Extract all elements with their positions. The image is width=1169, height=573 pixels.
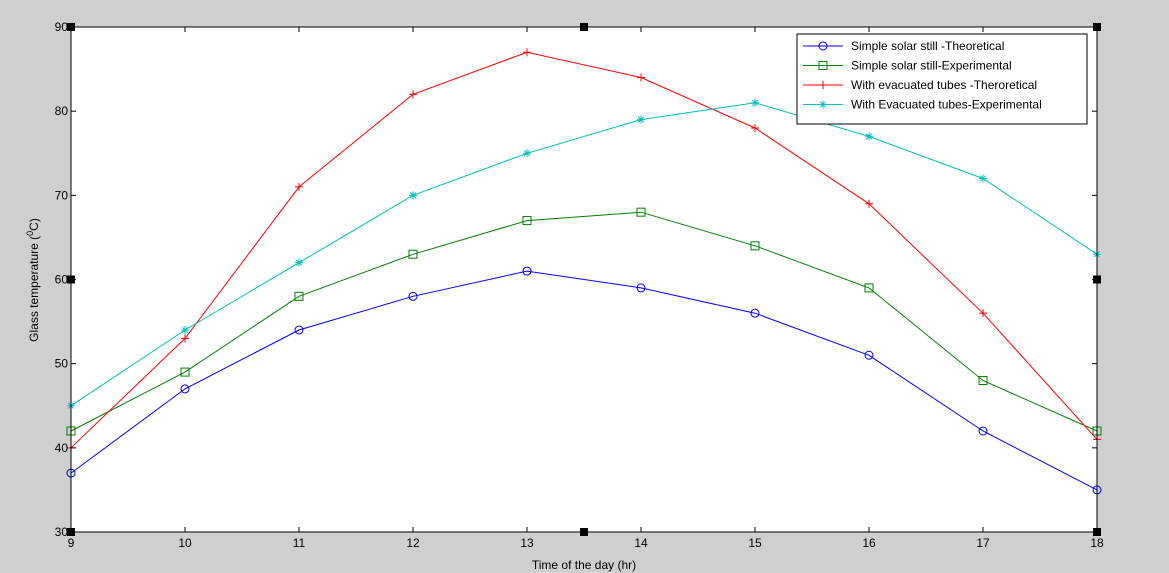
x-tick-label: 11 — [293, 536, 306, 550]
selection-handle[interactable] — [1093, 275, 1101, 284]
data-point — [751, 124, 759, 132]
data-point — [978, 376, 988, 385]
selection-handle[interactable] — [67, 275, 75, 284]
data-point — [865, 199, 873, 208]
selection-handle[interactable] — [1093, 528, 1101, 536]
legend-label: Simple solar still -Theoretical — [851, 39, 1004, 53]
x-tick-label: 15 — [748, 536, 762, 550]
legend-marker — [819, 81, 827, 89]
selection-handle[interactable] — [580, 23, 588, 31]
y-tick-label: 40 — [55, 441, 69, 455]
selection-handle[interactable] — [67, 528, 75, 536]
x-tick-label: 16 — [862, 536, 876, 550]
series-line — [70, 211, 1098, 432]
selection-handles — [67, 23, 1101, 536]
legend-entry: With Evacuated tubes-Experimental — [803, 98, 1042, 112]
series-line — [70, 270, 1098, 491]
data-point — [523, 149, 531, 158]
data-point — [637, 73, 645, 82]
data-point — [864, 283, 874, 293]
x-tick-label: 13 — [520, 536, 534, 550]
data-point — [523, 48, 531, 57]
legend-box — [796, 33, 1088, 125]
data-point — [522, 216, 532, 226]
legend-entries: Simple solar still -Theoretical Simple so… — [803, 39, 1042, 112]
data-point — [636, 207, 646, 217]
data-point — [865, 132, 873, 141]
data-point — [979, 174, 987, 183]
data-point — [180, 384, 190, 394]
y-tick-label: 90 — [55, 20, 69, 34]
data-point — [408, 291, 418, 301]
y-tick-label: 60 — [55, 273, 69, 287]
legend-marker — [819, 100, 827, 109]
legend-label: With Evacuated tubes-Experimental — [851, 98, 1042, 112]
selection-handle[interactable] — [580, 528, 588, 536]
data-point — [181, 334, 189, 343]
data-point — [409, 90, 417, 99]
series-3 — [67, 48, 1101, 452]
series-line — [70, 102, 1098, 407]
data-point — [181, 326, 189, 334]
x-tick-label: 12 — [406, 536, 420, 550]
data-point — [522, 266, 532, 276]
y-tick-label: 30 — [55, 525, 69, 539]
selection-handle[interactable] — [67, 23, 75, 31]
legend-entry: Simple solar still -Theoretical — [803, 39, 1004, 53]
x-tick-label: 17 — [976, 536, 990, 550]
series-4 — [67, 98, 1101, 410]
y-tick-label: 80 — [55, 104, 69, 118]
data-point — [295, 182, 303, 191]
data-point — [750, 308, 760, 318]
data-point — [294, 291, 304, 301]
legend-marker — [818, 41, 828, 51]
y-axis-label: Glass temperature (0C) — [25, 218, 41, 342]
x-tick-label: 10 — [178, 536, 192, 550]
y-axis-label-text: Glass temperature ( — [27, 236, 41, 342]
data-point — [409, 191, 417, 200]
legend-entry: Simple solar still-Experimental — [803, 59, 1012, 73]
x-axis-label: Time of the day (hr) — [532, 558, 636, 572]
data-point — [978, 426, 988, 436]
data-point — [751, 98, 759, 107]
series-2 — [66, 207, 1102, 436]
y-axis-label-superscript: 0 — [25, 231, 35, 236]
series-line — [70, 51, 1098, 449]
data-point — [636, 283, 646, 293]
data-point — [979, 309, 987, 318]
legend-label: Simple solar still-Experimental — [851, 59, 1012, 73]
x-tick-label: 14 — [634, 536, 648, 550]
y-tick-label: 50 — [55, 357, 69, 371]
data-point — [750, 241, 760, 251]
data-point — [295, 258, 303, 267]
legend-entry: With evacuated tubes -Theroretical — [803, 78, 1037, 92]
data-point — [864, 350, 874, 360]
data-point — [180, 367, 190, 377]
y-axis-label-unit: C) — [27, 218, 41, 231]
x-tick-label: 18 — [1090, 536, 1104, 550]
data-point — [294, 325, 304, 335]
legend-label: With evacuated tubes -Theroretical — [851, 78, 1037, 92]
legend: Simple solar still -Theoretical Simple so… — [796, 33, 1088, 125]
x-tick-label: 9 — [68, 536, 75, 550]
legend-marker — [818, 61, 828, 70]
y-tick-label: 70 — [55, 188, 69, 202]
data-point — [408, 249, 418, 259]
selection-handle[interactable] — [1093, 23, 1101, 31]
data-point — [637, 115, 645, 124]
series-layer — [66, 48, 1102, 495]
ticks-layer: 9 10 11 12 13 14 15 16 17 18 30 40 50 60 70 80 90 — [55, 20, 1104, 550]
